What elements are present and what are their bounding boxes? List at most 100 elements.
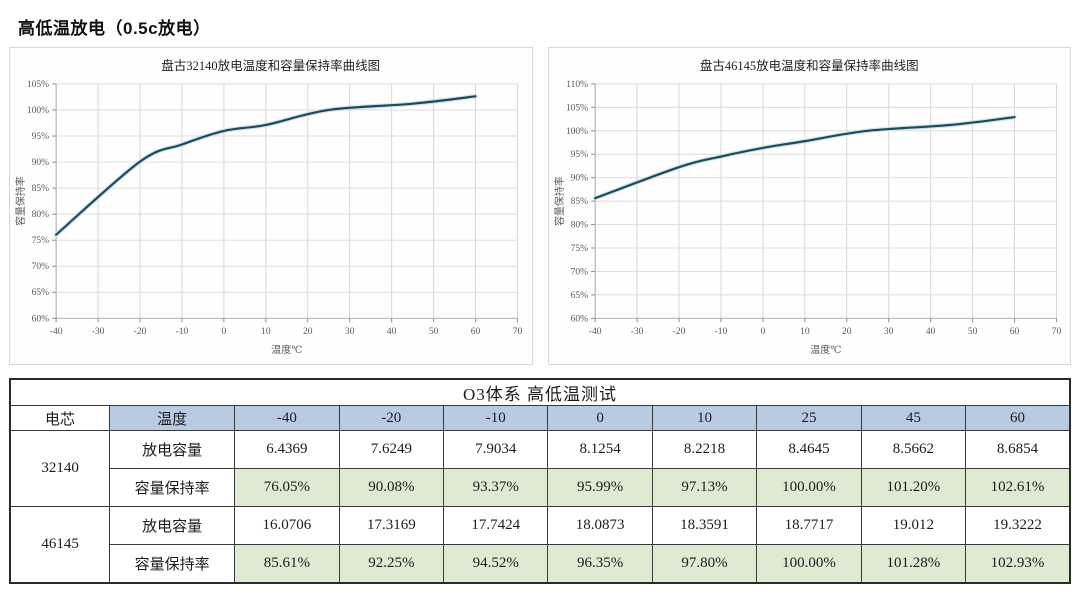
svg-text:105%: 105% [565, 103, 587, 113]
svg-text:90%: 90% [32, 158, 50, 168]
value-cell: 16.0706 [234, 506, 340, 545]
temp-header-cell: 10 [651, 405, 758, 431]
table-title-row: O3体系 高低温测试 [9, 378, 1071, 406]
value-cell: 8.1254 [547, 430, 653, 469]
value-cell: 18.0873 [547, 506, 653, 545]
value-cell: 6.4369 [234, 430, 340, 469]
svg-text:-30: -30 [630, 327, 643, 337]
value-cell: 101.28% [860, 544, 967, 584]
table-row: 容量保持率 85.61% 92.25% 94.52% 96.35% 97.80% 100.0… [10, 544, 1071, 584]
svg-text:温度℃: 温度℃ [271, 343, 302, 356]
svg-text:85%: 85% [32, 184, 50, 194]
temp-header-cell: 45 [860, 405, 967, 431]
value-cell: 102.61% [965, 468, 1071, 507]
svg-text:100%: 100% [27, 106, 49, 116]
svg-text:85%: 85% [570, 197, 588, 207]
value-cell: 8.5662 [860, 430, 967, 469]
svg-text:75%: 75% [570, 244, 588, 254]
value-cell: 93.37% [443, 468, 549, 507]
value-cell: 94.52% [443, 544, 549, 584]
svg-text:65%: 65% [570, 291, 588, 301]
temperature-column-header: 温度 [109, 405, 236, 431]
value-cell: 100.00% [756, 544, 862, 584]
svg-text:-40: -40 [50, 327, 63, 337]
svg-text:温度℃: 温度℃ [810, 343, 841, 356]
value-cell: 7.9034 [443, 430, 549, 469]
metric-label-cell: 容量保持率 [109, 544, 236, 584]
svg-text:容量保持率: 容量保持率 [552, 176, 565, 226]
temp-header-cell: 0 [547, 405, 653, 431]
value-cell: 19.012 [860, 506, 967, 545]
svg-text:95%: 95% [32, 132, 50, 142]
value-cell: 92.25% [338, 544, 445, 584]
svg-text:0: 0 [222, 327, 227, 337]
svg-text:50: 50 [967, 327, 977, 337]
metric-label-cell: 放电容量 [109, 430, 236, 469]
temp-header-cell: -10 [443, 405, 549, 431]
value-cell: 8.6854 [965, 430, 1071, 469]
chart-46145-title: 盘古46145放电温度和容量保持率曲线图 [699, 59, 919, 73]
svg-text:20: 20 [842, 327, 852, 337]
svg-text:60: 60 [1009, 327, 1019, 337]
battery-cell: 46145 [9, 506, 111, 584]
value-cell: 90.08% [338, 468, 445, 507]
svg-text:60%: 60% [32, 314, 50, 324]
svg-text:-10: -10 [176, 327, 189, 337]
svg-text:110%: 110% [566, 80, 588, 90]
value-cell: 85.61% [234, 544, 340, 584]
svg-text:10: 10 [800, 327, 810, 337]
svg-text:70%: 70% [570, 267, 588, 277]
value-cell: 100.00% [756, 468, 862, 507]
value-cell: 102.93% [965, 544, 1071, 584]
chart-32140-plot: -40 -30 -20 -10 0 10 20 30 40 50 60 70 60% 65% 70% 75% 8… [14, 80, 523, 356]
charts-row: 盘古32140放电温度和容量保持率曲线图 -40 -30 -20 -10 0 10 20 30… [9, 47, 1071, 365]
value-cell: 97.80% [651, 544, 758, 584]
svg-text:10: 10 [261, 327, 271, 337]
svg-text:40: 40 [925, 327, 935, 337]
svg-text:50: 50 [429, 327, 439, 337]
svg-text:80%: 80% [32, 210, 50, 220]
svg-text:95%: 95% [570, 150, 588, 160]
value-cell: 17.7424 [443, 506, 549, 545]
value-cell: 17.3169 [338, 506, 445, 545]
svg-text:-10: -10 [714, 327, 727, 337]
battery-cell: 32140 [9, 430, 111, 507]
table-row: 容量保持率 76.05% 90.08% 93.37% 95.99% 97.13% 100.0… [10, 468, 1071, 507]
svg-text:-20: -20 [134, 327, 147, 337]
svg-text:100%: 100% [565, 127, 587, 137]
table-header-row: 电芯 温度 -40 -20 -10 0 10 25 45 60 [9, 405, 1071, 431]
chart-46145-plot: -40 -30 -20 -10 0 10 20 30 40 50 60 70 60% 65% 70% 75% 8… [552, 80, 1061, 356]
svg-text:65%: 65% [32, 288, 50, 298]
chart-32140: 盘古32140放电温度和容量保持率曲线图 -40 -30 -20 -10 0 10 20 30… [9, 47, 533, 365]
value-cell: 8.4645 [756, 430, 862, 469]
temp-header-cell: -20 [338, 405, 445, 431]
svg-text:70%: 70% [32, 262, 50, 272]
value-cell: 95.99% [547, 468, 653, 507]
temp-header-cell: 25 [756, 405, 862, 431]
svg-text:70: 70 [1051, 327, 1061, 337]
value-cell: 18.7717 [756, 506, 862, 545]
temp-header-cell: 60 [965, 405, 1071, 431]
page-title: 高低温放电（0.5c放电） [18, 19, 211, 38]
svg-text:20: 20 [303, 327, 313, 337]
svg-text:-40: -40 [588, 327, 601, 337]
svg-text:0: 0 [760, 327, 765, 337]
battery-column-header: 电芯 [9, 405, 111, 431]
svg-text:90%: 90% [570, 174, 588, 184]
value-cell: 101.20% [860, 468, 967, 507]
chart-32140-title: 盘古32140放电温度和容量保持率曲线图 [161, 59, 381, 73]
svg-text:60: 60 [471, 327, 481, 337]
svg-text:70: 70 [513, 327, 523, 337]
svg-text:-30: -30 [92, 327, 105, 337]
value-cell: 76.05% [234, 468, 340, 507]
value-cell: 18.3591 [651, 506, 758, 545]
table-row: 46145 放电容量 16.0706 17.3169 17.7424 18.0873 18.… [9, 506, 1071, 584]
results-table: O3体系 高低温测试 电芯 温度 -40 -20 -10 0 10 25 45 60 32140 放… [9, 378, 1071, 584]
svg-text:30: 30 [883, 327, 893, 337]
svg-text:容量保持率: 容量保持率 [14, 176, 27, 226]
temp-header-cell: -40 [234, 405, 340, 431]
svg-text:30: 30 [345, 327, 355, 337]
svg-text:60%: 60% [570, 314, 588, 324]
value-cell: 96.35% [547, 544, 653, 584]
svg-text:-20: -20 [672, 327, 685, 337]
